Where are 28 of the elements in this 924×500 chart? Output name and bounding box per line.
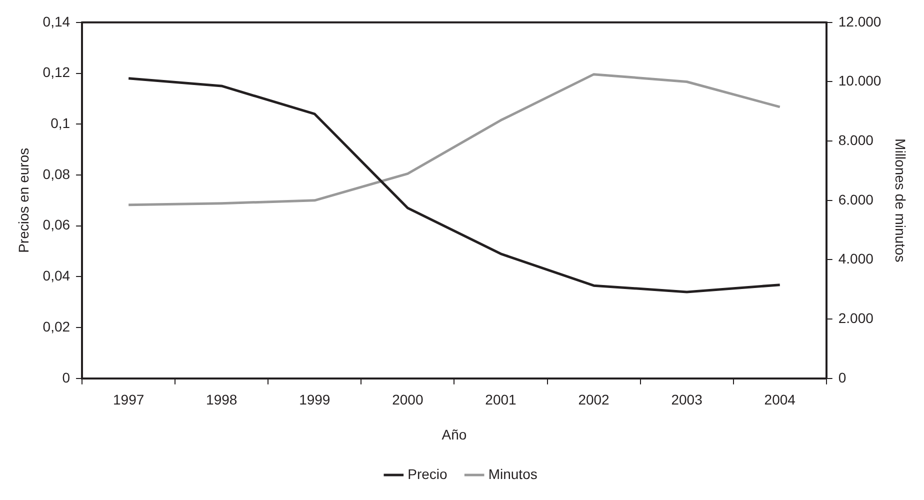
y-tick-label: 0,12	[42, 64, 70, 80]
x-tick-label: 2003	[671, 392, 703, 408]
y2-tick-label: 4.000	[838, 250, 874, 267]
y-tick-label: 0,04	[42, 268, 70, 284]
y2-tick-label: 12.000	[838, 13, 882, 30]
x-tick-label: 1999	[299, 392, 330, 408]
y2-tick-label: 2.000	[838, 310, 874, 326]
y2-axis-title: Millones de minutos	[892, 138, 909, 262]
x-tick-label: 2000	[392, 392, 424, 408]
y-tick-label: 0,08	[42, 166, 70, 182]
y-tick-label: 0	[62, 369, 70, 386]
x-axis-title: Año	[442, 426, 467, 442]
legend-label: Precio	[408, 466, 448, 482]
y-axis-title: Precios en euros	[15, 148, 32, 253]
y-tick-label: 0,06	[42, 216, 70, 233]
legend-label: Minutos	[488, 466, 538, 482]
x-tick-label: 2001	[485, 392, 517, 408]
y2-tick-label: 10.000	[838, 72, 882, 89]
x-tick-label: 2002	[578, 392, 610, 408]
y-tick-label: 0,02	[42, 318, 70, 334]
x-tick-label: 1997	[112, 392, 144, 408]
y2-tick-label: 6.000	[838, 191, 874, 208]
y-tick-label: 0,1	[50, 114, 70, 131]
y2-tick-label: 0	[838, 369, 846, 386]
y-tick-label: 0,14	[42, 13, 70, 30]
x-tick-label: 2004	[764, 392, 796, 408]
y2-tick-label: 8.000	[838, 132, 874, 148]
x-tick-label: 1998	[206, 392, 238, 408]
